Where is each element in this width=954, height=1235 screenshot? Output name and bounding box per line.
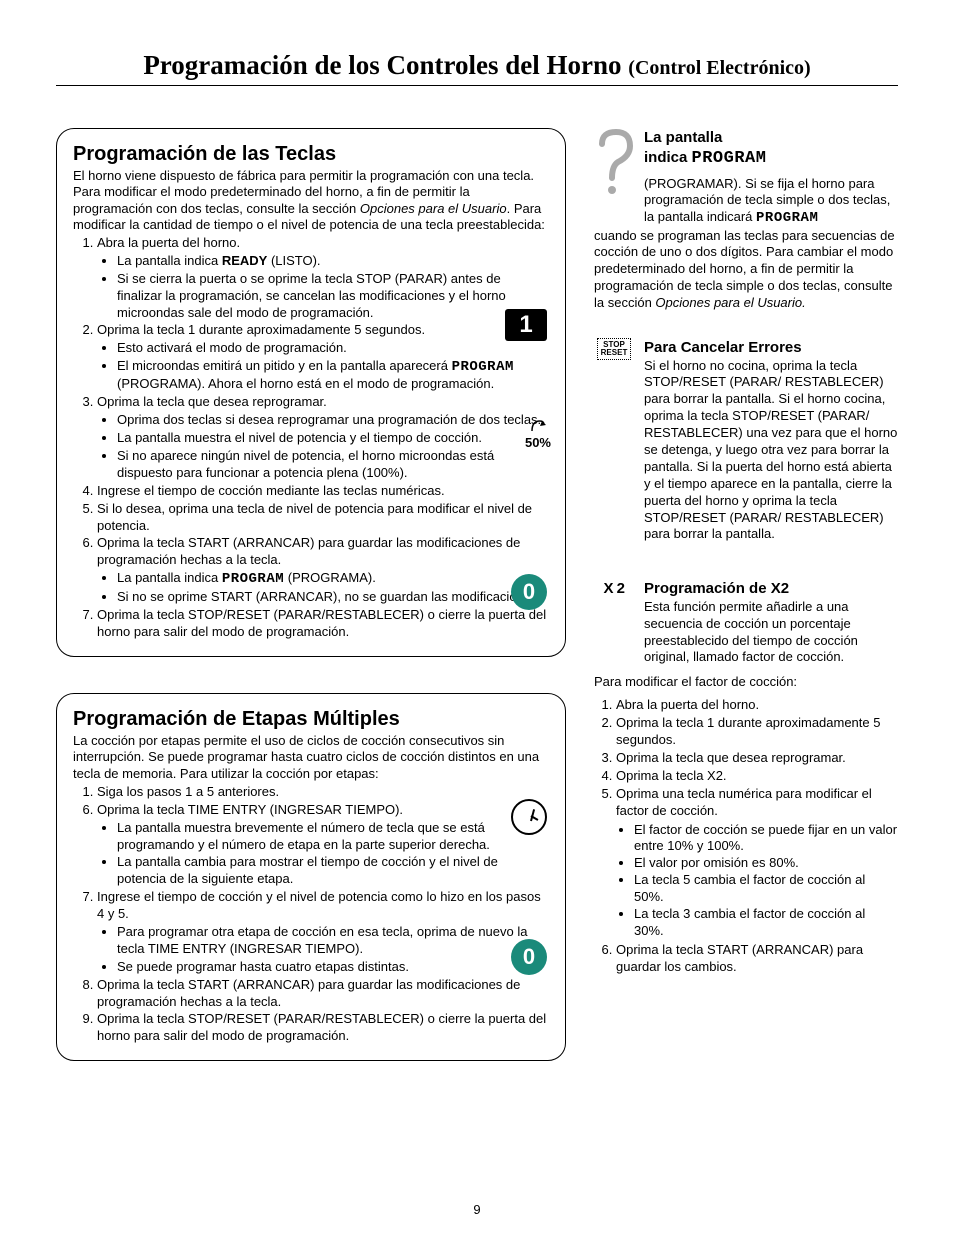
step-3: Oprima la tecla que desea reprogramar. O… [97, 394, 549, 481]
pantalla-title: La pantalla indica PROGRAM (PROGRAMAR). … [644, 128, 898, 228]
e-step-7: Ingrese el tiempo de cocción y el nivel … [97, 889, 549, 975]
side-pantalla: La pantalla indica PROGRAM (PROGRAMAR). … [594, 128, 898, 312]
e-step-6: Oprima la tecla TIME ENTRY (INGRESAR TIE… [97, 802, 549, 888]
title-main: Programación de los Controles del Horno [143, 50, 621, 80]
side-x2: X 2 Programación de X2 Esta función perm… [594, 579, 898, 975]
x2-heading: Programación de X2 [644, 580, 789, 597]
x2-steps: Abra la puerta del horno. Oprima la tecl… [594, 697, 898, 975]
right-column: La pantalla indica PROGRAM (PROGRAMAR). … [594, 128, 898, 1097]
step-5: Si lo desea, oprima una tecla de nivel d… [97, 501, 549, 535]
page: Programación de los Controles del Horno … [0, 0, 954, 1235]
teclas-intro: El horno viene dispuesto de fábrica para… [73, 168, 549, 233]
section-etapas: Programación de Etapas Múltiples La cocc… [56, 693, 566, 1061]
etapas-intro: La cocción por etapas permite el uso de … [73, 733, 549, 782]
step-7: Oprima la tecla STOP/RESET (PARAR/RESTAB… [97, 607, 549, 641]
power-50-icon: 50% [525, 419, 551, 450]
key-1-icon: 1 [505, 309, 547, 341]
page-title: Programación de los Controles del Horno … [56, 50, 898, 86]
step-6: Oprima la tecla START (ARRANCAR) para gu… [97, 535, 549, 606]
zero-icon: 0 [511, 574, 547, 610]
step-2: Oprima la tecla 1 durante aproximadament… [97, 322, 549, 393]
left-column: Programación de las Teclas El horno vien… [56, 128, 566, 1097]
e-step-9: Oprima la tecla STOP/RESET (PARAR/RESTAB… [97, 1011, 549, 1045]
step-1: Abra la puerta del horno. La pantalla in… [97, 235, 549, 321]
zero-icon: 0 [511, 939, 547, 975]
side-cancelar: STOP RESET Para Cancelar Errores Si el h… [594, 338, 898, 543]
stop-reset-icon: STOP RESET [594, 338, 634, 360]
program-display: PROGRAM [452, 359, 514, 375]
question-mark-icon [594, 128, 634, 200]
x2-icon: X 2 [594, 579, 634, 599]
e-step-1: Siga los pasos 1 a 5 anteriores. [97, 784, 549, 801]
step-4: Ingrese el tiempo de cocción mediante la… [97, 483, 549, 500]
teclas-steps: Abra la puerta del horno. La pantalla in… [73, 235, 549, 641]
clock-icon [511, 799, 547, 835]
cancelar-heading: Para Cancelar Errores [644, 339, 802, 356]
columns: Programación de las Teclas El horno vien… [56, 128, 898, 1097]
section-teclas: Programación de las Teclas El horno vien… [56, 128, 566, 657]
page-number: 9 [0, 1202, 954, 1217]
etapas-steps: Siga los pasos 1 a 5 anteriores. Oprima … [73, 784, 549, 1045]
e-step-8: Oprima la tecla START (ARRANCAR) para gu… [97, 977, 549, 1011]
etapas-heading: Programación de Etapas Múltiples [73, 708, 549, 731]
teclas-heading: Programación de las Teclas [73, 143, 549, 166]
title-sub: (Control Electrónico) [628, 57, 810, 79]
